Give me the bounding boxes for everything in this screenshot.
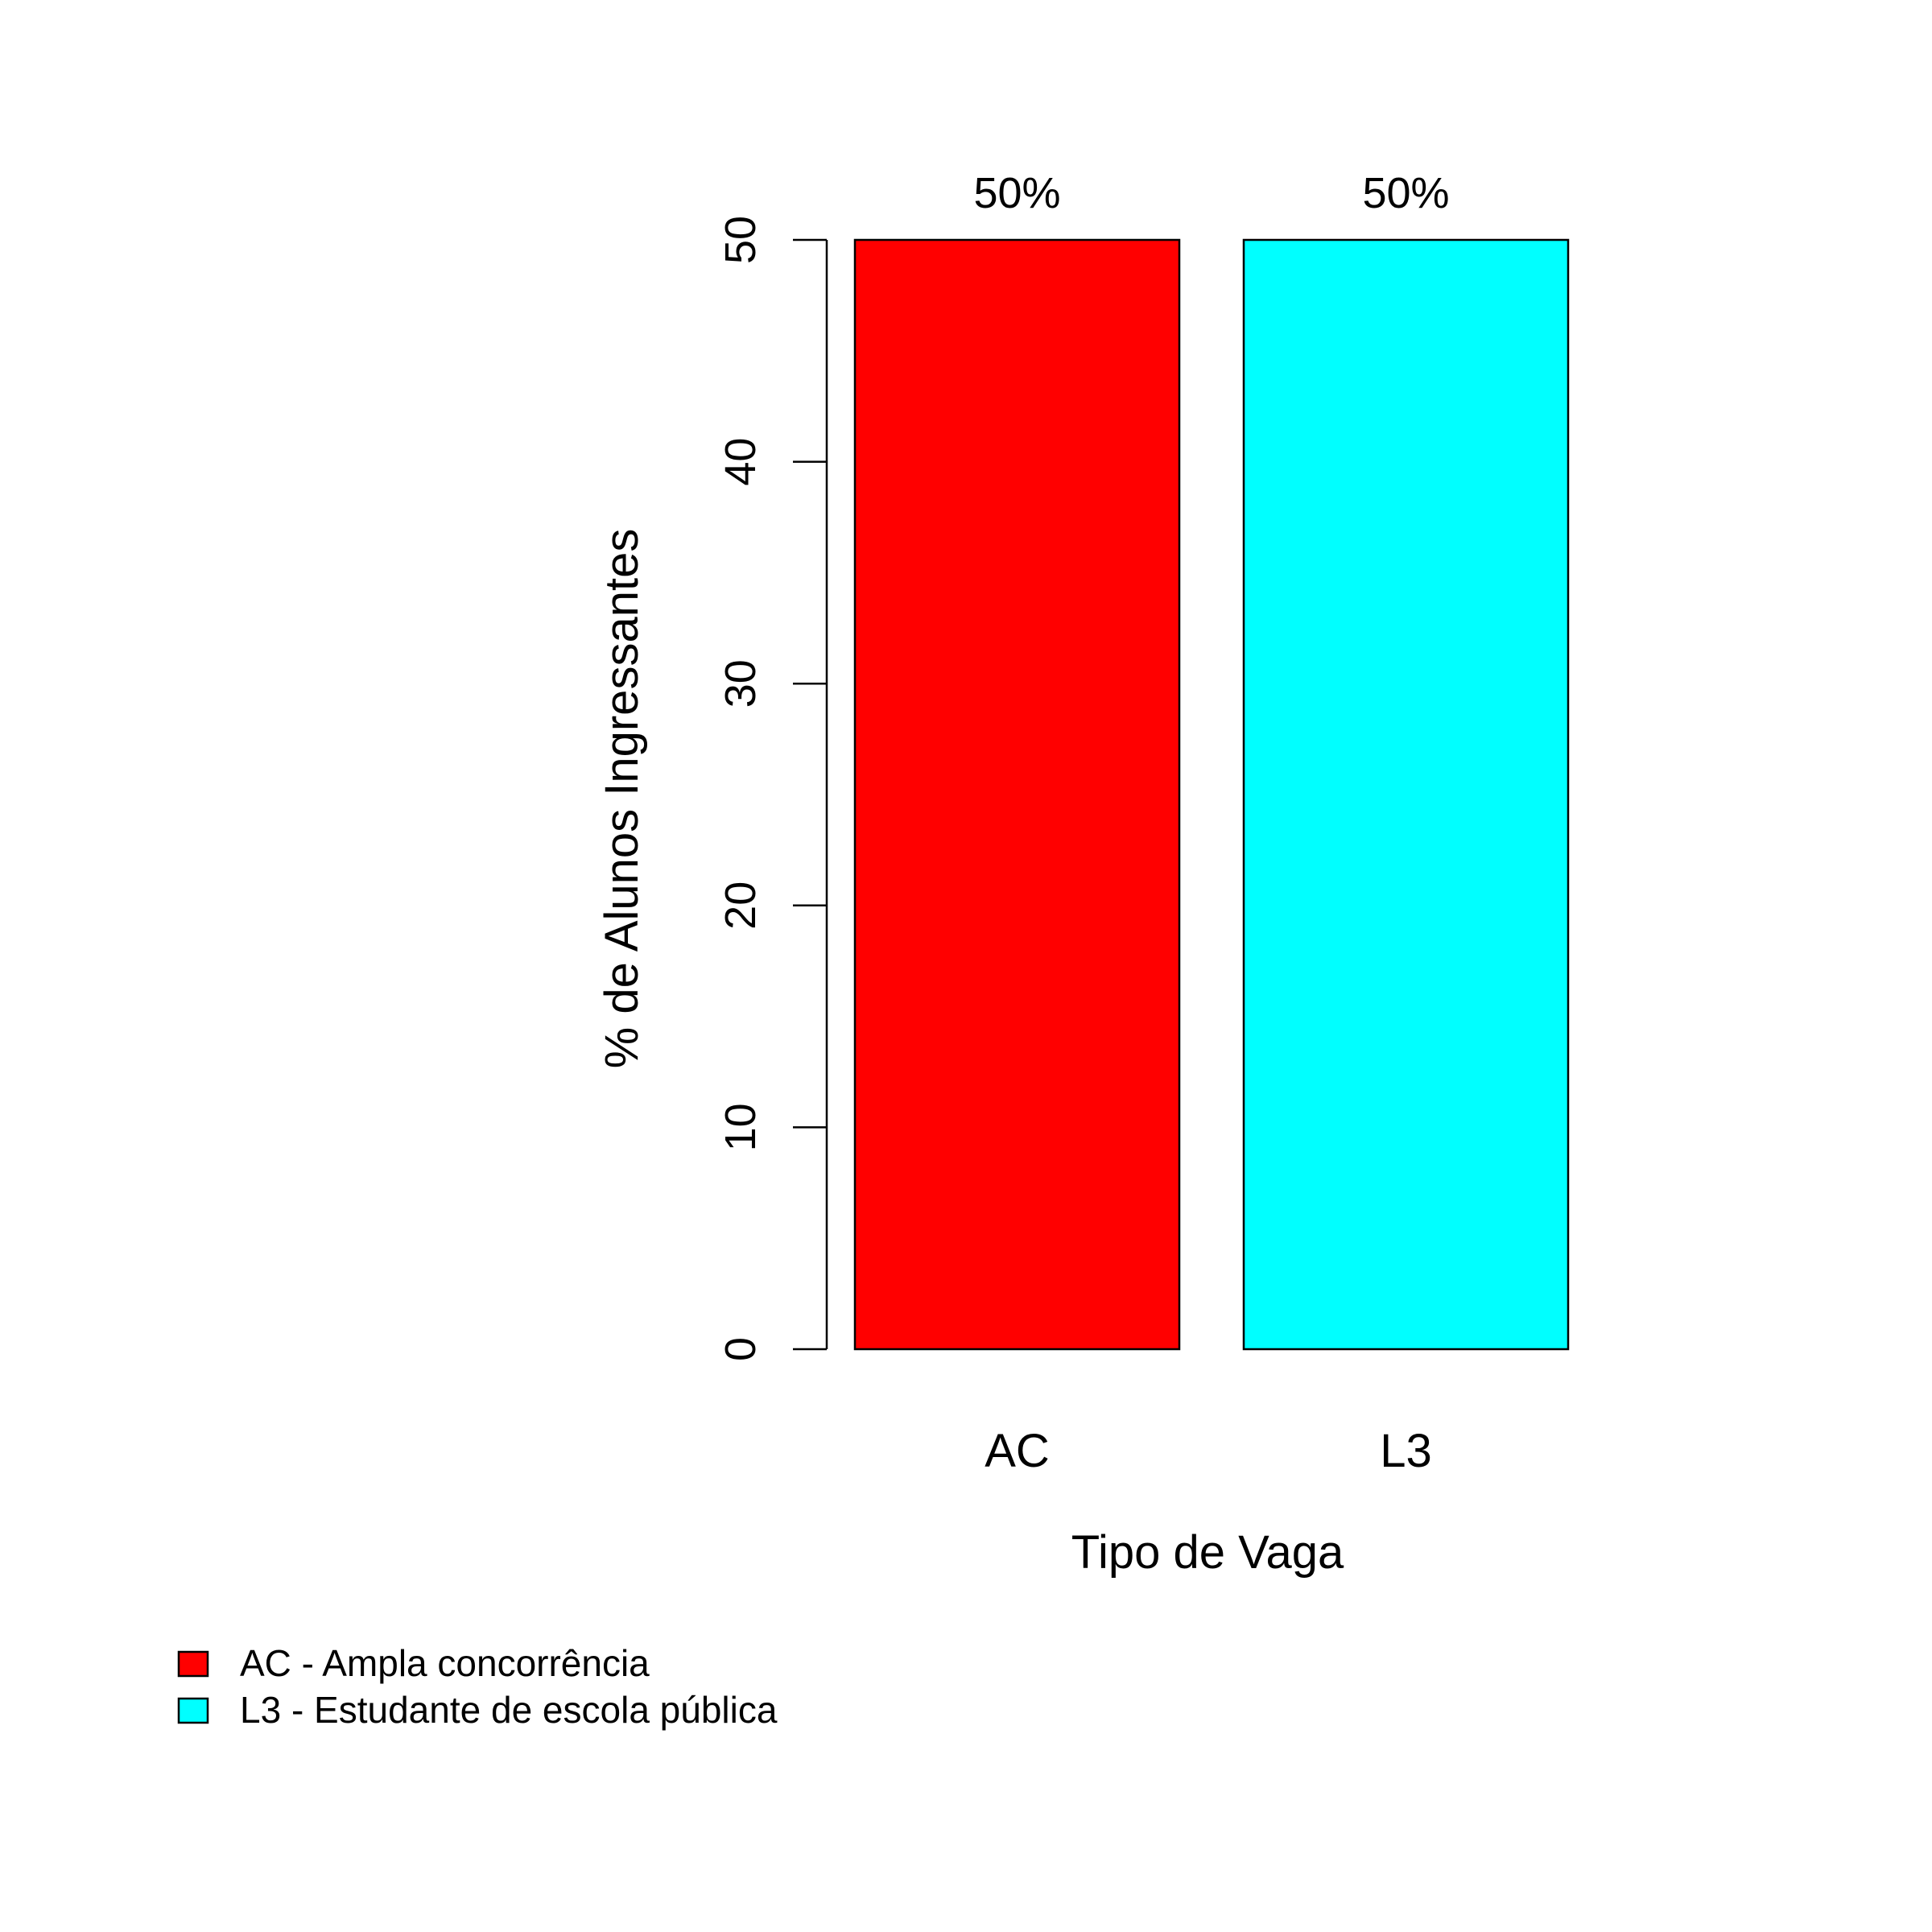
x-axis-title: Tipo de Vaga: [1071, 1526, 1344, 1579]
legend-swatch: [177, 1650, 209, 1678]
y-tick-label: 10: [716, 1103, 765, 1151]
y-tick-label: 0: [716, 1337, 765, 1361]
legend: AC - Ampla concorrência L3 - Estudante de…: [177, 1642, 778, 1731]
legend-label: AC - Ampla concorrência: [240, 1642, 650, 1684]
legend-swatch: [177, 1697, 209, 1724]
x-tick-label: AC: [985, 1425, 1050, 1477]
y-axis: 0 10 20 30 40 50: [716, 216, 828, 1361]
bar-data-label: 50%: [973, 169, 1060, 217]
y-tick-label: 20: [716, 881, 765, 930]
x-tick-label: L3: [1380, 1425, 1432, 1477]
y-tick-label: 50: [716, 216, 765, 264]
bars: [853, 238, 1570, 1351]
y-tick-label: 30: [716, 659, 765, 708]
data-labels: 50% 50%: [973, 169, 1449, 217]
bar: [853, 238, 1181, 1351]
bar-data-label: 50%: [1362, 169, 1449, 217]
legend-label: L3 - Estudante de escola pública: [240, 1689, 778, 1731]
x-tick-labels: AC L3: [985, 1425, 1432, 1477]
bar: [1242, 238, 1570, 1351]
y-axis-title: % de Alunos Ingressantes: [596, 529, 648, 1069]
y-tick-label: 40: [716, 438, 765, 486]
